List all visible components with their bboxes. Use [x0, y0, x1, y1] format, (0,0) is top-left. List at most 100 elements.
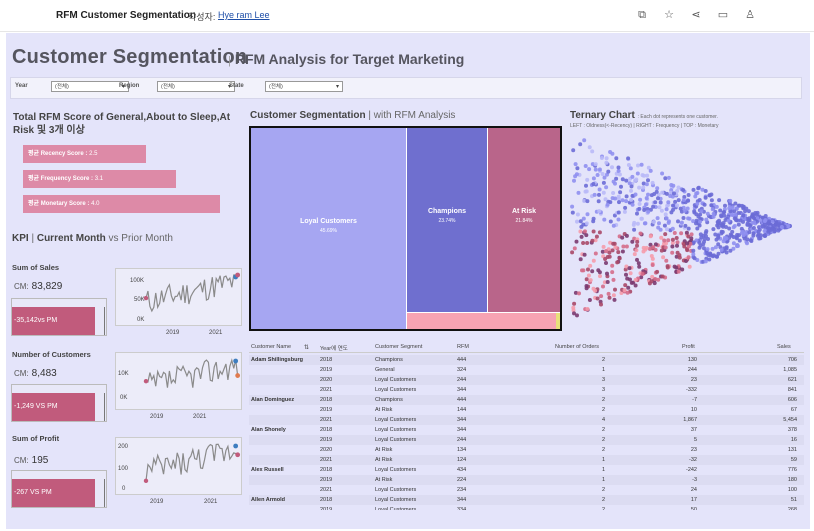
customer-dot[interactable]	[611, 223, 616, 228]
customer-dot[interactable]	[696, 185, 701, 190]
customer-dot[interactable]	[703, 259, 708, 264]
customer-dot[interactable]	[579, 224, 584, 229]
customer-dot[interactable]	[724, 250, 729, 255]
customer-dot[interactable]	[601, 284, 605, 289]
segment-treemap[interactable]: Loyal Customers 45.69% Champions 23.74% At…	[249, 126, 562, 331]
customer-dot[interactable]	[635, 211, 639, 216]
customer-dot[interactable]	[629, 188, 633, 193]
customer-dot[interactable]	[695, 201, 700, 206]
customer-dot[interactable]	[681, 216, 686, 220]
customer-dot[interactable]	[627, 266, 632, 271]
customer-dot[interactable]	[670, 237, 675, 242]
customer-dot[interactable]	[635, 239, 640, 244]
customer-dot[interactable]	[628, 271, 633, 276]
col-year[interactable]: Year에 연도	[320, 346, 348, 352]
customer-dot[interactable]	[677, 253, 682, 258]
customer-dot[interactable]	[618, 190, 623, 195]
customer-dot[interactable]	[641, 185, 646, 190]
customer-dot[interactable]	[735, 233, 740, 237]
customer-dot[interactable]	[588, 263, 593, 268]
customer-dot[interactable]	[766, 226, 770, 231]
customer-dot[interactable]	[610, 270, 615, 275]
customer-dot[interactable]	[648, 242, 653, 247]
customer-dot[interactable]	[694, 212, 699, 217]
customer-dot[interactable]	[623, 283, 628, 288]
customer-dot[interactable]	[726, 218, 731, 223]
customer-dot[interactable]	[603, 197, 608, 202]
customer-dot[interactable]	[719, 229, 724, 234]
customer-dot[interactable]	[732, 224, 737, 228]
customer-dot[interactable]	[722, 213, 727, 218]
customer-dot[interactable]	[584, 286, 589, 291]
customer-dot[interactable]	[648, 234, 653, 239]
col-segment[interactable]: Customer Segment	[375, 344, 423, 350]
customer-dot[interactable]	[598, 274, 602, 279]
customer-dot[interactable]	[710, 207, 715, 212]
customer-dot[interactable]	[611, 191, 616, 195]
customer-dot[interactable]	[682, 244, 687, 249]
kpi-profit-sparkline[interactable]: 200 100 0	[115, 437, 242, 495]
customer-dot[interactable]	[724, 246, 729, 251]
customer-dot[interactable]	[672, 231, 677, 235]
customer-dot[interactable]	[762, 222, 767, 227]
table-row[interactable]: 2019 Loyal Customers 334 2 50 268	[249, 505, 804, 510]
filter-year-select[interactable]: (전체) ▾	[51, 81, 129, 92]
customer-dot[interactable]	[628, 166, 633, 171]
customer-dot[interactable]	[631, 222, 636, 227]
customer-dot[interactable]	[650, 180, 655, 185]
table-row[interactable]: 2020 Loyal Customers 244 3 23 621	[249, 375, 804, 385]
customer-dot[interactable]	[686, 193, 691, 197]
customer-dot[interactable]	[666, 200, 671, 205]
customer-dot[interactable]	[660, 274, 665, 279]
customer-dot[interactable]	[582, 252, 587, 257]
customer-dot[interactable]	[746, 209, 751, 214]
treemap-tile-tiny[interactable]	[556, 313, 560, 329]
customer-dot[interactable]	[736, 222, 741, 227]
col-customer-name[interactable]: Customer Name	[251, 344, 292, 350]
customer-dot[interactable]	[631, 280, 636, 285]
customer-dot[interactable]	[643, 221, 648, 226]
customer-dot[interactable]	[644, 245, 649, 250]
customer-dot[interactable]	[766, 229, 771, 234]
customer-dot[interactable]	[765, 221, 770, 226]
customer-dot[interactable]	[581, 216, 586, 221]
customer-dot[interactable]	[652, 281, 657, 286]
customer-dot[interactable]	[604, 249, 608, 254]
customer-dot[interactable]	[728, 248, 733, 253]
customer-dot[interactable]	[645, 173, 650, 178]
customer-dot[interactable]	[608, 200, 613, 205]
customer-dot[interactable]	[640, 272, 645, 276]
customer-dot[interactable]	[595, 296, 600, 301]
customer-dot[interactable]	[608, 150, 613, 154]
customer-dot[interactable]	[632, 227, 637, 232]
customer-dot[interactable]	[654, 189, 659, 194]
customer-dot[interactable]	[736, 211, 741, 215]
table-row[interactable]: 2021 Loyal Customers 344 3 -332 841	[249, 385, 804, 395]
customer-dot[interactable]	[629, 184, 634, 189]
customer-dot[interactable]	[731, 246, 736, 251]
customer-dot[interactable]	[709, 198, 714, 203]
customer-dot[interactable]	[638, 197, 643, 202]
customer-dot[interactable]	[584, 183, 588, 188]
customer-dot[interactable]	[751, 226, 756, 230]
customer-dot[interactable]	[578, 257, 583, 262]
customer-dot[interactable]	[606, 169, 611, 174]
customer-dot[interactable]	[675, 240, 680, 245]
customer-dot[interactable]	[614, 156, 619, 161]
kpi-sales-sparkline[interactable]: 100K 50K 0K	[115, 268, 242, 326]
customer-dot[interactable]	[650, 263, 655, 267]
customer-dot[interactable]	[610, 196, 615, 201]
customer-dot[interactable]	[733, 212, 738, 217]
treemap-tile-loyal[interactable]: Loyal Customers 45.69%	[251, 128, 406, 329]
customer-dot[interactable]	[719, 247, 724, 252]
col-rfm[interactable]: RFM	[457, 344, 469, 350]
customer-dot[interactable]	[597, 209, 602, 214]
customer-dot[interactable]	[757, 236, 762, 241]
customer-dot[interactable]	[605, 280, 610, 284]
customer-dot[interactable]	[593, 288, 598, 293]
customer-dot[interactable]	[702, 246, 706, 251]
customer-dot[interactable]	[585, 177, 590, 182]
customer-dot[interactable]	[624, 272, 628, 277]
customer-dot[interactable]	[734, 206, 739, 211]
star-icon[interactable]: ☆	[664, 9, 674, 21]
